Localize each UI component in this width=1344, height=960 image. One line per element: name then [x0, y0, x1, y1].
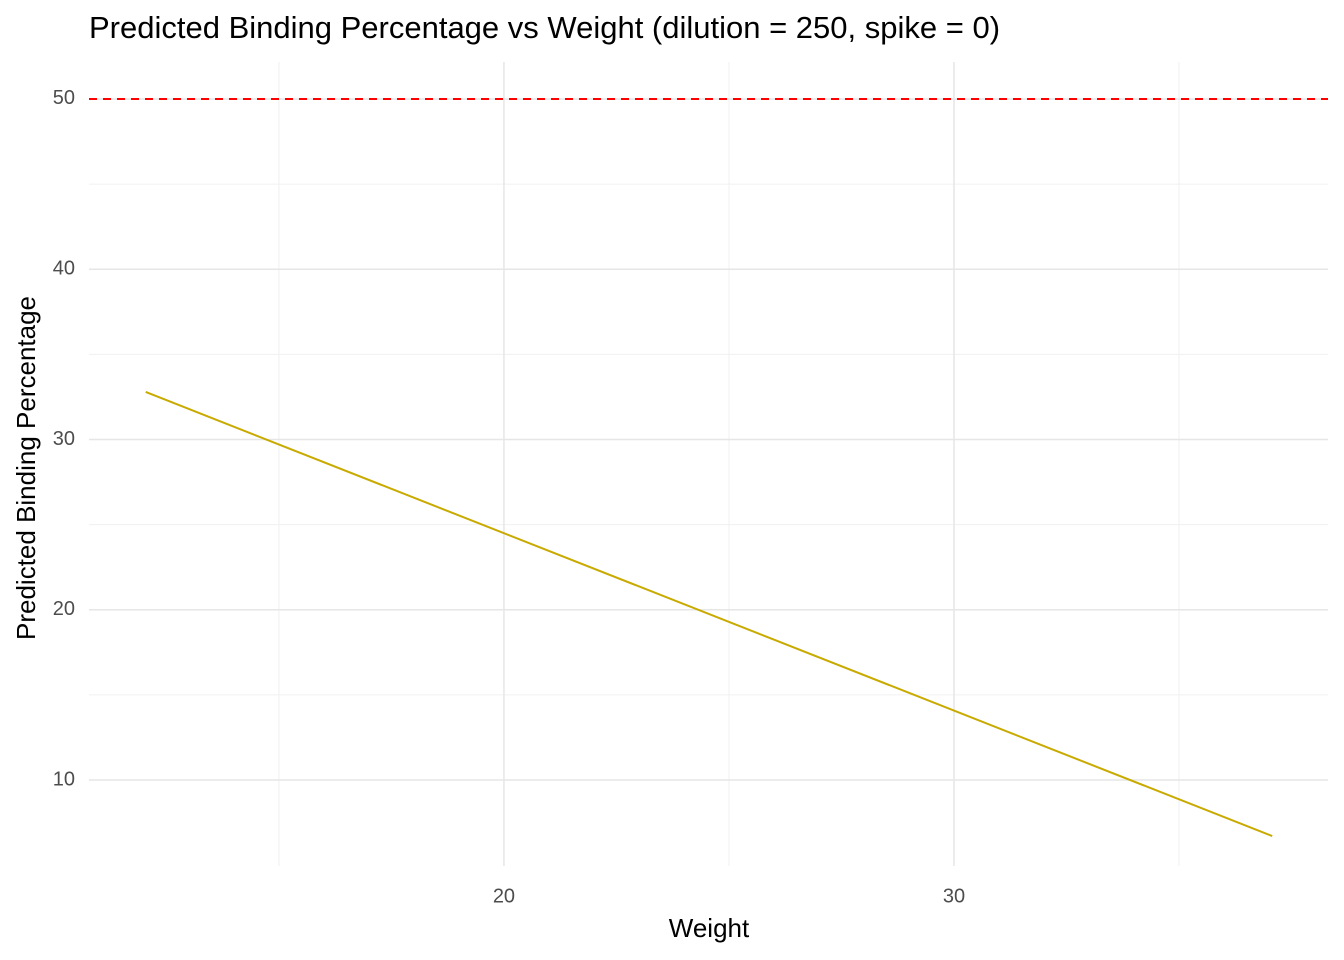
y-axis-label: Predicted Binding Percentage [11, 296, 41, 640]
x-tick-label: 20 [493, 885, 515, 907]
y-tick-label: 10 [53, 768, 75, 790]
y-tick-label: 20 [53, 598, 75, 620]
x-axis-label: Weight [669, 913, 750, 943]
x-tick-label: 30 [943, 885, 965, 907]
y-tick-label: 40 [53, 257, 75, 279]
chart-title: Predicted Binding Percentage vs Weight (… [89, 10, 1000, 45]
data-line [145, 391, 1273, 837]
y-tick-label: 30 [53, 428, 75, 450]
y-tick-label: 50 [53, 87, 75, 109]
